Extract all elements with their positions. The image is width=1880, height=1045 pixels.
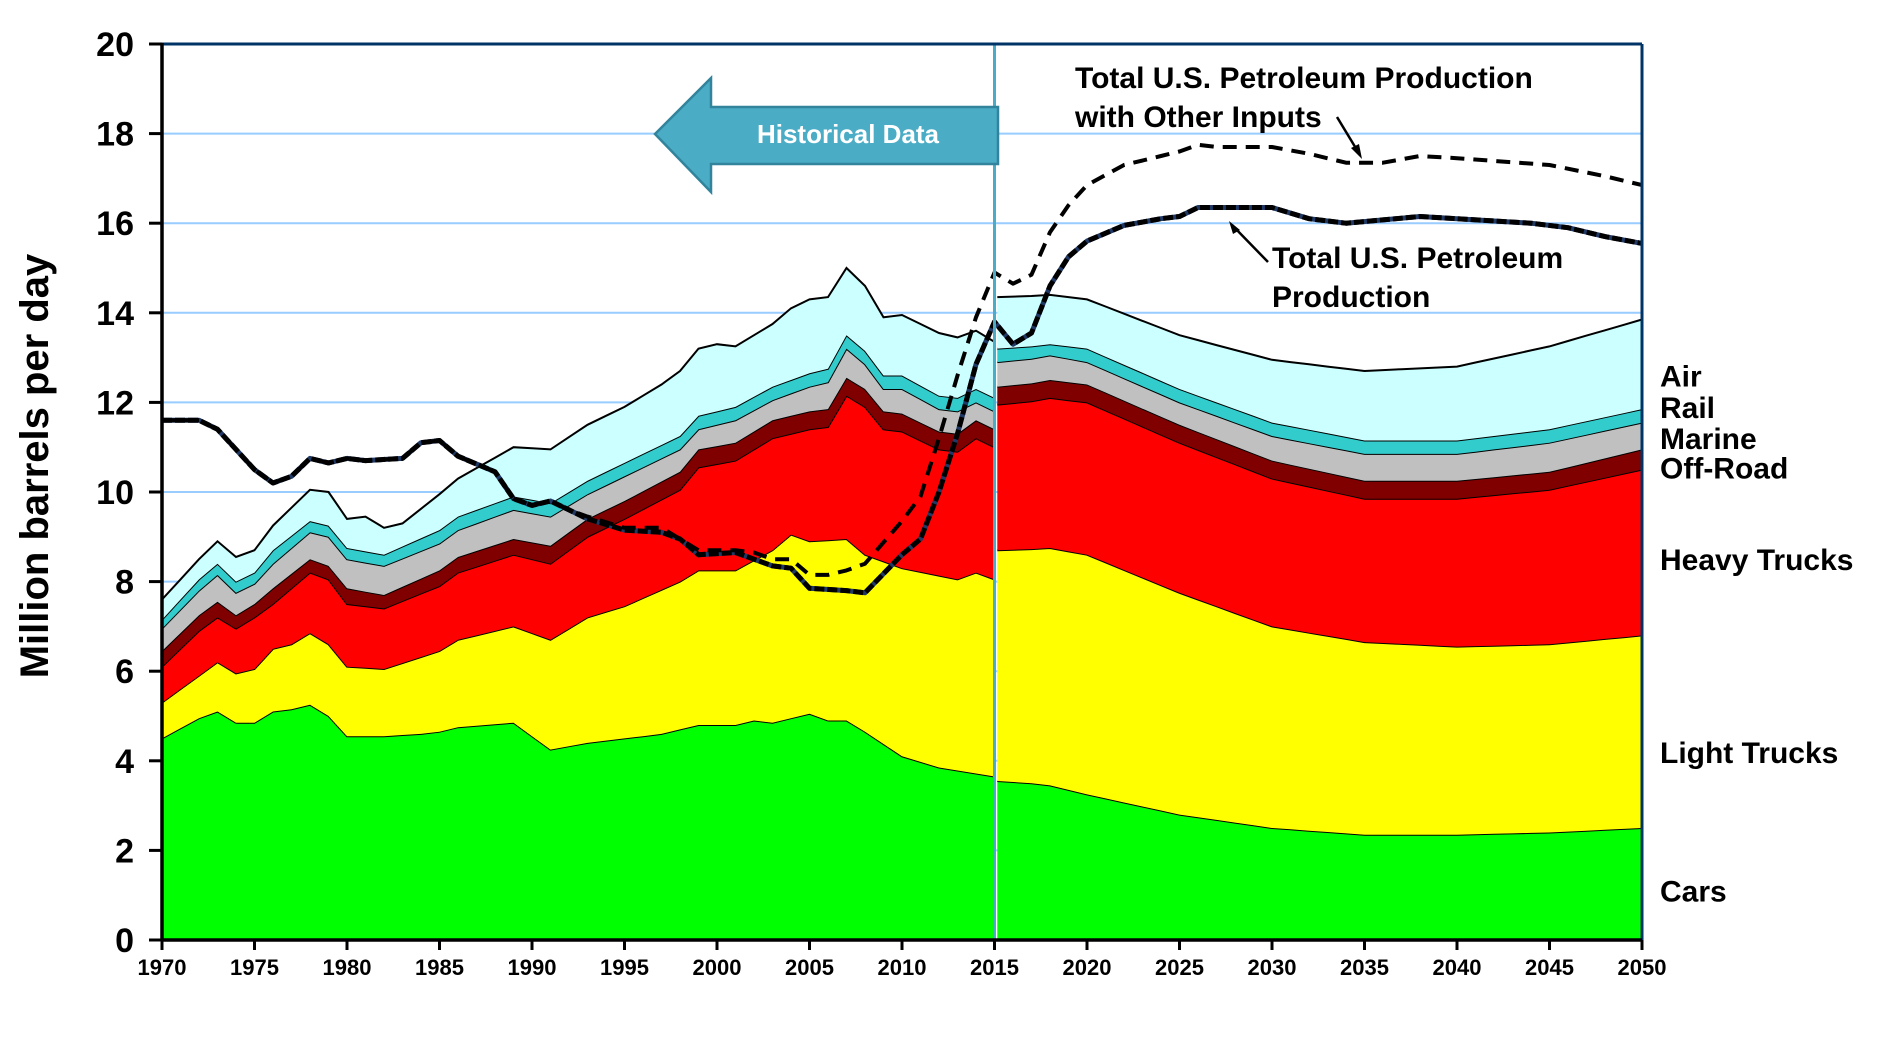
series-label-marine: Marine xyxy=(1660,423,1757,456)
y-tick-label: 18 xyxy=(96,116,134,154)
series-label-cars: Cars xyxy=(1660,876,1727,909)
y-tick-label: 4 xyxy=(115,743,134,781)
area-heavy-trucks-historical xyxy=(162,395,995,703)
stacked-areas xyxy=(161,266,1643,940)
y-tick-label: 6 xyxy=(115,653,134,691)
pointer-arrowhead-icon xyxy=(1229,221,1240,234)
x-tick-label: 2030 xyxy=(1248,955,1297,980)
area-cars-historical xyxy=(162,704,995,940)
x-tick-label: 1985 xyxy=(415,955,464,980)
production-label-line1: Total U.S. Petroleum xyxy=(1272,242,1563,275)
y-tick-label: 10 xyxy=(96,474,134,512)
series-label-off-road: Off-Road xyxy=(1660,452,1788,485)
area-off-road-historical xyxy=(162,377,995,667)
x-tick-label: 2050 xyxy=(1618,955,1667,980)
area-air-projection xyxy=(997,294,1642,441)
area-light-trucks-projection xyxy=(997,548,1642,835)
x-tick-label: 2005 xyxy=(785,955,834,980)
area-boundary-air xyxy=(997,293,1643,373)
production-label-line2: Production xyxy=(1272,281,1430,314)
x-tick-label: 2035 xyxy=(1340,955,1389,980)
y-tick-label: 8 xyxy=(115,564,134,602)
x-tick-label: 1970 xyxy=(138,955,187,980)
series-label-heavy-trucks: Heavy Trucks xyxy=(1660,544,1853,577)
axes: 0 2 4 6 8 10 12 14 16 18 20 1970 1975 1980 1985 1990 199… xyxy=(96,26,1666,980)
series-labels: Cars Light Trucks Heavy Trucks Off-RoadMari… xyxy=(1660,361,1853,909)
area-marine-historical xyxy=(162,348,995,651)
area-light-trucks-historical xyxy=(162,534,995,777)
y-tick-label: 0 xyxy=(115,922,134,960)
series-label-light-trucks: Light Trucks xyxy=(1660,737,1838,770)
production-annotation: Total U.S. Petroleum Production xyxy=(1229,221,1563,314)
area-air-historical xyxy=(162,268,995,620)
historical-data-label: Historical Data xyxy=(757,119,940,149)
area-marine-projection xyxy=(997,355,1642,481)
plot-frame xyxy=(162,42,1644,940)
pointer-arrowhead-icon xyxy=(1351,144,1362,159)
area-heavy-trucks-projection xyxy=(997,397,1642,647)
area-boundary-air xyxy=(161,266,996,601)
x-tick-label: 2045 xyxy=(1525,955,1574,980)
series-label-rail: Rail xyxy=(1660,392,1715,425)
production-with-other-inputs-label-line2: with Other Inputs xyxy=(1074,101,1322,134)
pointer-line xyxy=(1231,224,1269,263)
x-tick-label: 1975 xyxy=(230,955,279,980)
area-off-road-projection xyxy=(997,380,1642,499)
production-with-other-inputs-line xyxy=(162,142,1643,577)
left-arrow-icon xyxy=(653,74,1000,196)
production-with-other-inputs-annotation: Total U.S. Petroleum Production with Oth… xyxy=(1074,62,1533,159)
production-lines xyxy=(162,142,1643,596)
y-tick-label: 2 xyxy=(115,832,134,870)
x-tick-label: 1995 xyxy=(600,955,649,980)
y-tick-label: 12 xyxy=(96,384,134,422)
y-tick-label: 14 xyxy=(96,295,134,333)
historical-data-arrow: Historical Data xyxy=(653,74,1000,196)
production-with-other-inputs-label-line1: Total U.S. Petroleum Production xyxy=(1075,62,1533,95)
x-tick-label: 2025 xyxy=(1155,955,1204,980)
x-tick-label: 2040 xyxy=(1433,955,1482,980)
area-cars-projection xyxy=(997,781,1642,940)
x-tick-label: 1980 xyxy=(323,955,372,980)
series-label-air: Air xyxy=(1660,361,1702,394)
x-tick-label: 2000 xyxy=(693,955,742,980)
y-tick-label: 20 xyxy=(96,26,134,64)
y-axis-title: Million barrels per day xyxy=(13,253,57,678)
y-tick-label: 16 xyxy=(96,205,134,243)
x-tick-label: 1990 xyxy=(508,955,557,980)
x-tick-label: 2010 xyxy=(878,955,927,980)
x-tick-label: 2020 xyxy=(1063,955,1112,980)
x-tick-label: 2015 xyxy=(970,955,1019,980)
area-rail-historical xyxy=(162,335,995,629)
